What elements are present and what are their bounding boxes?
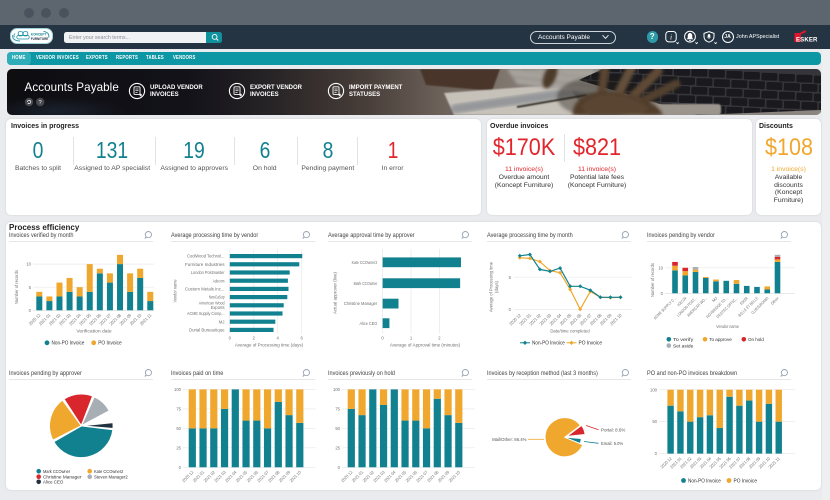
svg-text:50: 50: [335, 426, 340, 431]
svg-text:0: 0: [179, 465, 182, 470]
svg-text:Date/time completed: Date/time completed: [550, 329, 590, 334]
svg-text:10: 10: [658, 265, 663, 270]
svg-text:Kate CCOwner2: Kate CCOwner2: [94, 469, 124, 475]
svg-text:To approve: To approve: [709, 337, 732, 343]
svg-text:100: 100: [333, 387, 341, 392]
svg-text:London Postmaster: London Postmaster: [191, 270, 225, 275]
svg-text:Actual approver (line): Actual approver (line): [333, 271, 338, 314]
svg-text:MJ: MJ: [219, 319, 225, 324]
svg-text:2021 10: 2021 10: [609, 312, 623, 326]
svg-text:0: 0: [655, 451, 658, 456]
svg-text:25: 25: [176, 445, 181, 450]
svg-text:Exports: Exports: [211, 305, 225, 310]
svg-text:PO Invoice: PO Invoice: [734, 478, 758, 484]
svg-text:Other: Other: [770, 295, 781, 306]
svg-text:75: 75: [335, 407, 340, 412]
svg-text:ACME Supply Comp...: ACME Supply Comp...: [187, 311, 225, 316]
svg-text:0: 0: [229, 336, 232, 341]
svg-text:ACME SUPPLY C...: ACME SUPPLY C...: [652, 296, 677, 321]
svg-text:0: 0: [661, 291, 664, 296]
svg-text:To verify: To verify: [673, 337, 694, 343]
svg-text:Number of records: Number of records: [14, 270, 19, 304]
svg-text:1: 1: [410, 336, 413, 341]
svg-text:Furniture Industries: Furniture Industries: [185, 262, 225, 267]
svg-text:Steven Manager2: Steven Manager2: [94, 474, 128, 480]
svg-text:2021 10: 2021 10: [289, 469, 303, 483]
svg-text:?: ?: [39, 100, 42, 106]
svg-text:FURNITURE: FURNITURE: [31, 36, 49, 41]
svg-text:2021 11: 2021 11: [139, 312, 153, 326]
svg-text:On hold: On hold: [748, 337, 764, 343]
svg-text:2021 11: 2021 11: [767, 456, 781, 470]
svg-text:Vendor name: Vendor name: [716, 324, 739, 329]
svg-text:5: 5: [509, 275, 512, 280]
svg-text:25: 25: [335, 445, 340, 450]
svg-text:(days): (days): [494, 280, 499, 293]
svg-text:Alice CEO: Alice CEO: [360, 321, 378, 326]
svg-text:Mark CCOwner: Mark CCOwner: [43, 469, 70, 475]
svg-text:Mail/Other: 86.4%: Mail/Other: 86.4%: [492, 437, 527, 442]
svg-text:0: 0: [509, 307, 512, 312]
svg-text:0: 0: [29, 308, 32, 313]
svg-text:50: 50: [176, 426, 181, 431]
svg-text:PO Invoice: PO Invoice: [98, 341, 122, 347]
svg-text:Adecom: Adecom: [213, 278, 225, 283]
svg-text:5: 5: [29, 285, 32, 290]
svg-text:10: 10: [26, 262, 31, 267]
svg-text:Average of Processing time (da: Average of Processing time (days): [235, 343, 304, 348]
svg-text:Alice CEO: Alice CEO: [43, 480, 64, 486]
svg-text:50: 50: [652, 419, 657, 424]
svg-text:Verification date: Verification date: [76, 329, 112, 334]
svg-text:4: 4: [277, 336, 280, 341]
svg-text:Christine Manager: Christine Manager: [344, 301, 378, 306]
svg-text:Set aside: Set aside: [673, 343, 694, 349]
svg-text:2: 2: [253, 336, 256, 341]
svg-text:Non-PO Invoice: Non-PO Invoice: [688, 478, 721, 484]
svg-text:KONCEPT: KONCEPT: [31, 32, 47, 37]
svg-text:Non-PO Invoice: Non-PO Invoice: [532, 341, 565, 347]
svg-text:Non-PO Invoice: Non-PO Invoice: [52, 341, 85, 347]
svg-text:0: 0: [338, 465, 341, 470]
svg-text:0: 0: [381, 336, 384, 341]
svg-text:100: 100: [650, 387, 658, 392]
svg-text:Average of Processing time: Average of Processing time: [489, 261, 494, 312]
svg-text:CoolWood Technol...: CoolWood Technol...: [187, 254, 225, 259]
svg-text:6: 6: [301, 336, 304, 341]
svg-text:Number of records: Number of records: [650, 263, 655, 297]
svg-text:Durial Bureautique: Durial Bureautique: [189, 328, 225, 333]
svg-text:Average of Approval time (minu: Average of Approval time (minutes): [390, 343, 461, 348]
svg-text:Kate CCOwner2: Kate CCOwner2: [352, 260, 378, 265]
svg-text:Custom Metals Inc...: Custom Metals Inc...: [185, 287, 225, 292]
svg-text:100: 100: [174, 387, 182, 392]
svg-text:Mark CCOwner: Mark CCOwner: [354, 281, 378, 286]
svg-text:ADECOM: ADECOM: [676, 296, 688, 308]
svg-text:ESKER: ESKER: [796, 36, 818, 43]
svg-text:i: i: [669, 33, 671, 42]
svg-text:2021 10: 2021 10: [448, 469, 462, 483]
svg-text:MJ: MJ: [711, 296, 718, 303]
svg-text:Vendor name: Vendor name: [173, 279, 178, 303]
svg-text:PO Invoice: PO Invoice: [579, 341, 603, 347]
svg-text:EDKER: EDKER: [739, 296, 749, 306]
svg-text:Email: 5.0%: Email: 5.0%: [601, 441, 623, 446]
svg-text:NewCaSup: NewCaSup: [209, 295, 225, 300]
svg-text:2: 2: [438, 336, 441, 341]
svg-text:Christine Manager: Christine Manager: [43, 474, 82, 480]
svg-text:American Wood: American Wood: [199, 301, 225, 306]
svg-text:75: 75: [176, 407, 181, 412]
svg-text:Portal: 8.6%: Portal: 8.6%: [601, 427, 625, 432]
